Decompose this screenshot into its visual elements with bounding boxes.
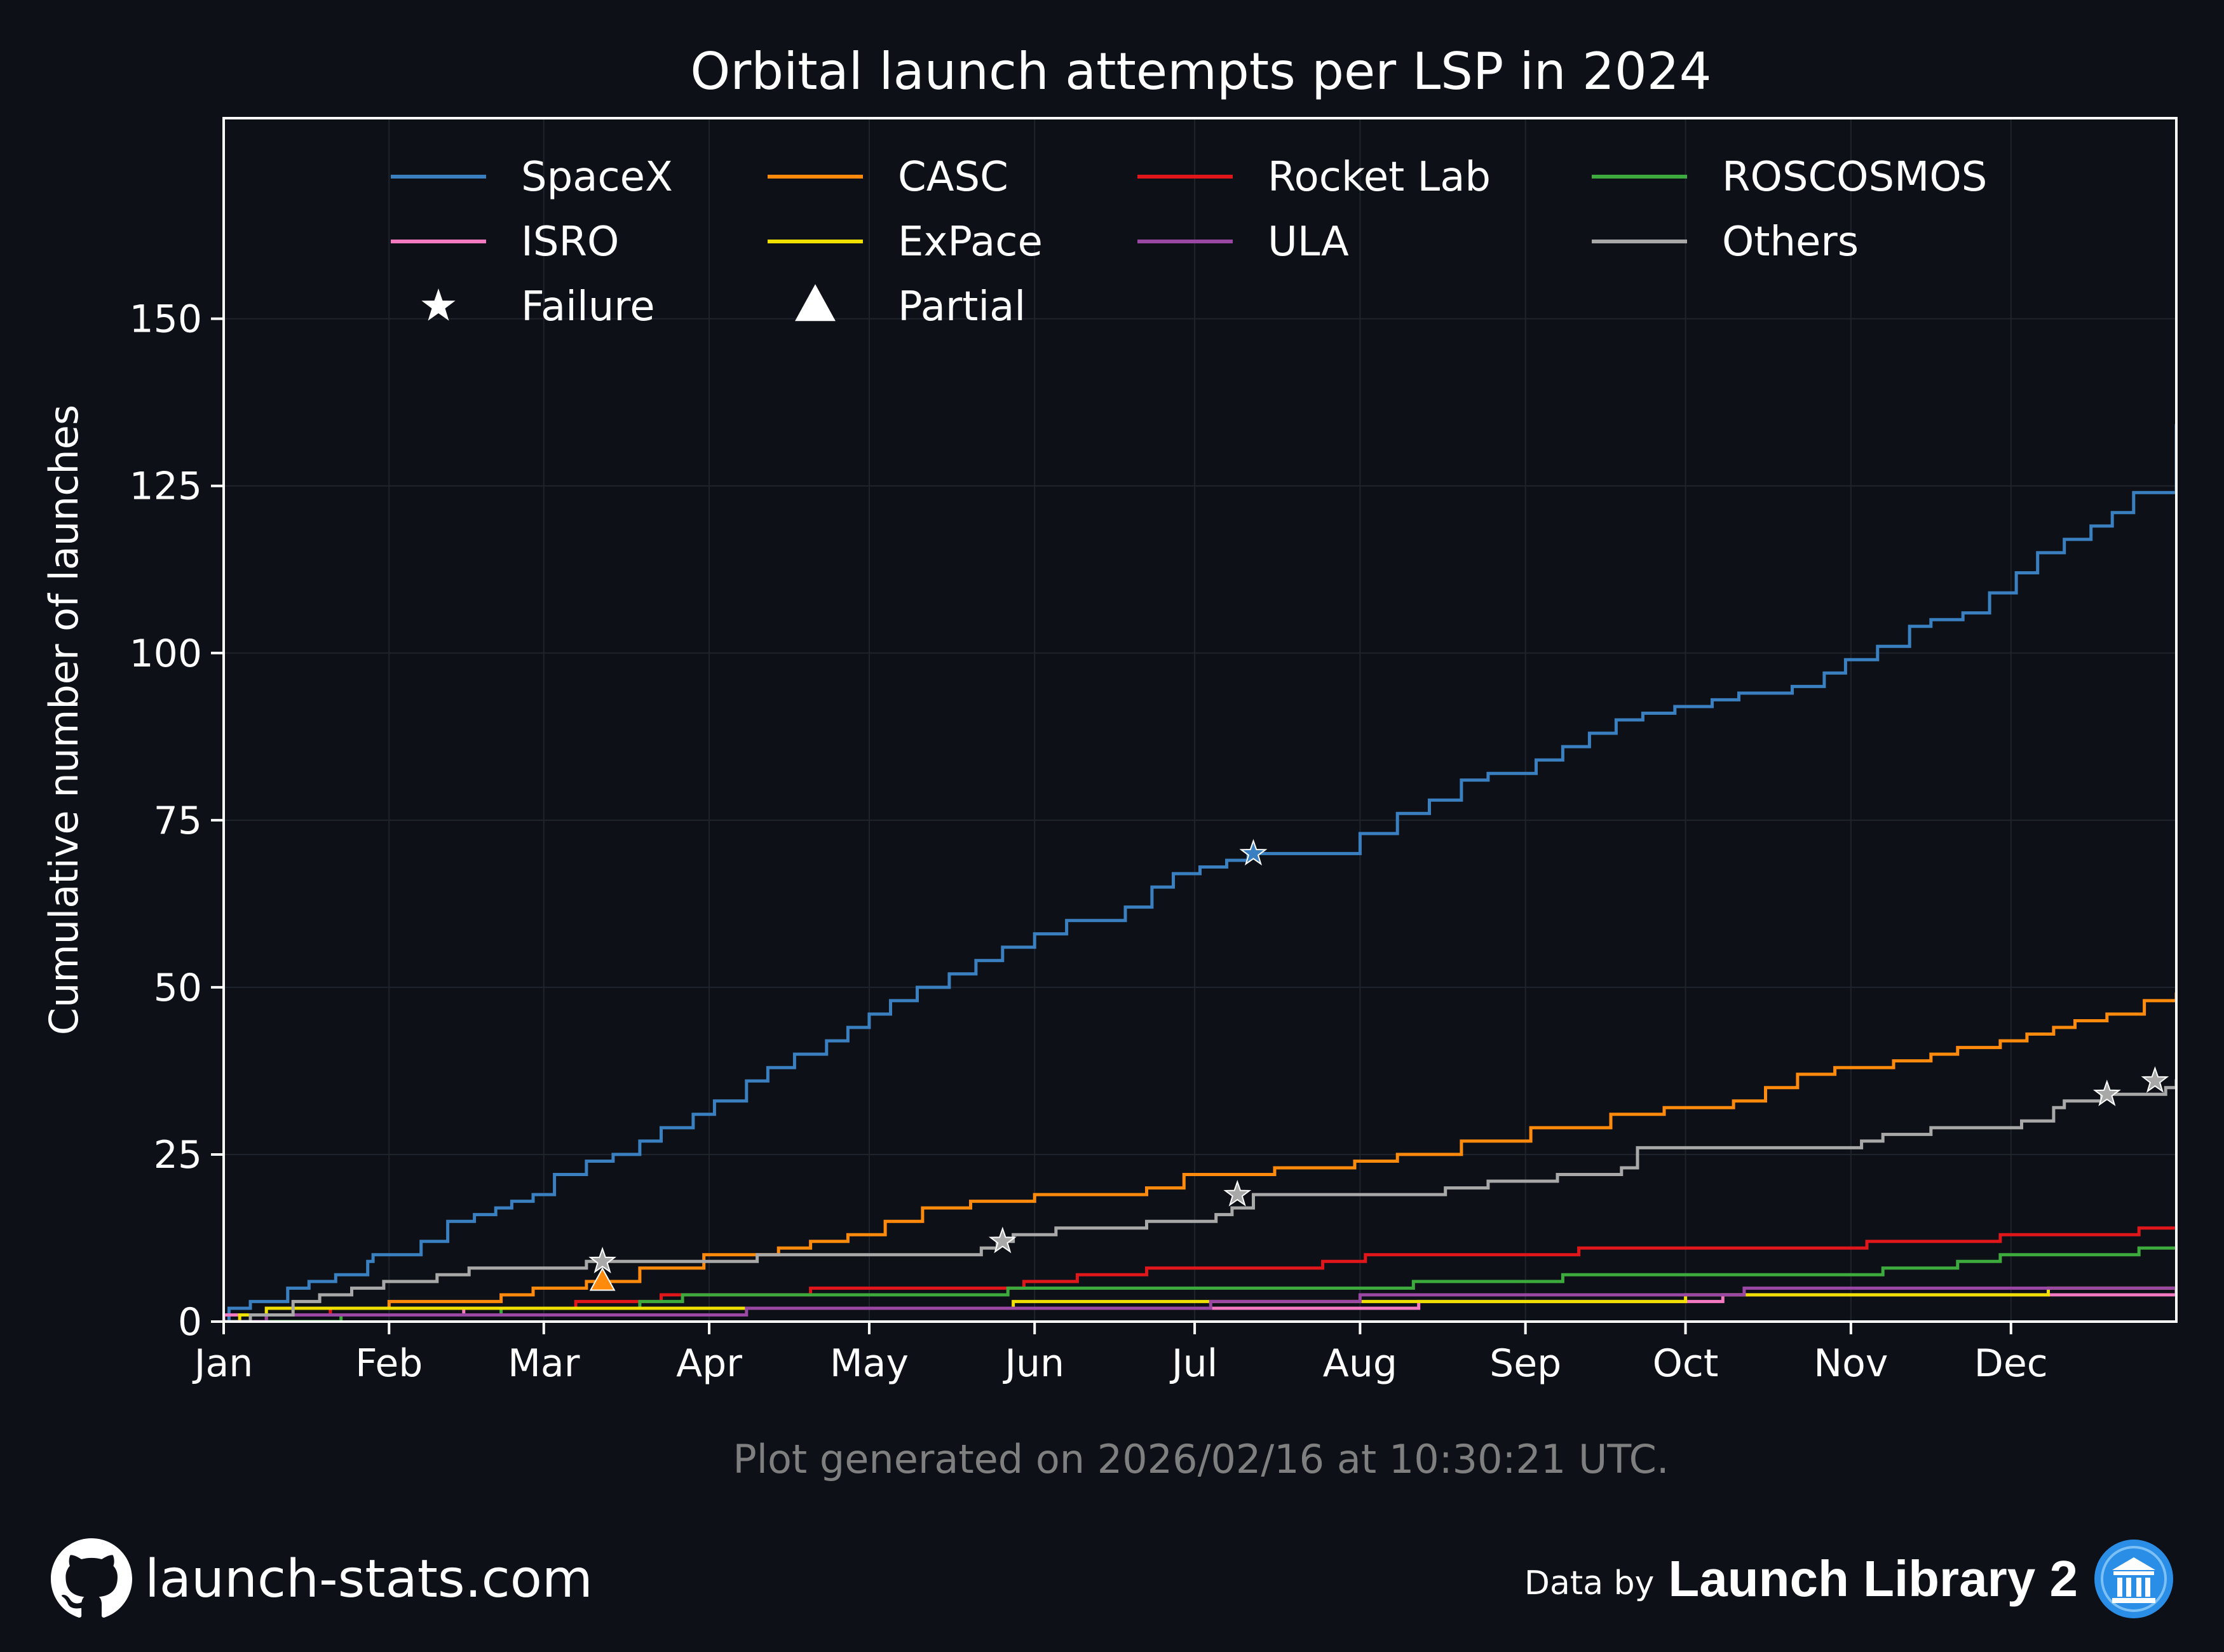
grid-lines [223, 118, 2176, 1322]
legend: SpaceX CASC Rocket Lab ROSCOSMOS ISRO ExPace U… [391, 154, 1987, 330]
series-lines [224, 424, 2176, 1322]
site-credit[interactable]: launch-stats.com [51, 1538, 593, 1620]
y-tick-label: 150 [129, 297, 202, 342]
x-tick-label: May [830, 1341, 909, 1386]
event-markers [588, 839, 2169, 1291]
library-building-icon [2094, 1540, 2173, 1618]
plot-frame [222, 117, 2178, 1323]
x-tick-label: Dec [1974, 1341, 2048, 1386]
legend-label-expace: ExPace [898, 219, 1043, 266]
legend-label-failure: Failure [521, 283, 655, 330]
series-line-others [224, 1079, 2176, 1322]
partial-marker [589, 1267, 616, 1291]
data-credit[interactable]: Data by Launch Library 2 [1524, 1538, 2174, 1620]
legend-label-ula: ULA [1268, 219, 1349, 266]
series-line-expace [224, 1286, 2176, 1322]
x-tick-label: Jul [1169, 1341, 1217, 1386]
x-tick-label: Oct [1653, 1341, 1719, 1386]
legend-label-others: Others [1722, 219, 1859, 266]
site-url[interactable]: launch-stats.com [145, 1548, 593, 1609]
failure-marker [2092, 1080, 2121, 1106]
library-name[interactable]: Launch Library 2 [1668, 1550, 2078, 1607]
legend-label-rocketlab: Rocket Lab [1268, 154, 1491, 201]
x-tick-label: Sep [1489, 1341, 1561, 1386]
y-tick-label: 75 [154, 799, 202, 843]
y-tick-label: 100 [129, 632, 202, 676]
plot-generated-note: Plot generated on 2026/02/16 at 10:30:21… [733, 1436, 1669, 1482]
x-tick-label: Jun [1002, 1341, 1064, 1386]
x-tick-label: Jan [192, 1341, 254, 1386]
series-line-spacex [224, 424, 2176, 1322]
chart-title: Orbital launch attempts per LSP in 2024 [690, 42, 1711, 101]
series-line-ula [224, 1286, 2176, 1322]
y-axis-label: Cumulative number of launches [41, 405, 87, 1035]
x-tick-label: Aug [1323, 1341, 1397, 1386]
star-icon [421, 288, 456, 321]
y-tick-label: 50 [154, 966, 202, 1010]
legend-label-casc: CASC [898, 154, 1008, 201]
x-tick-label: Feb [355, 1341, 423, 1386]
y-tick-label: 125 [129, 464, 202, 509]
github-icon [51, 1538, 132, 1618]
x-tick-label: Apr [676, 1341, 742, 1386]
legend-label-roscosmos: ROSCOSMOS [1722, 154, 1987, 201]
triangle-icon [795, 284, 836, 322]
failure-marker [588, 1247, 616, 1273]
failure-marker [988, 1226, 1017, 1254]
legend-label-isro: ISRO [521, 219, 619, 266]
legend-label-partial: Partial [898, 283, 1026, 330]
x-tick-label: Nov [1814, 1341, 1888, 1386]
y-tick-label: 0 [178, 1300, 202, 1344]
failure-marker [1223, 1180, 1252, 1207]
series-line-isro [224, 1286, 2176, 1322]
axes: 0 25 50 75 100 125 150 Jan Feb Mar Apr May Jun Jul Aug… [129, 297, 2047, 1386]
failure-marker [2141, 1066, 2169, 1093]
series-line-roscosmos [224, 1246, 2176, 1322]
data-by-label: Data by [1524, 1564, 1655, 1602]
y-tick-label: 25 [154, 1133, 202, 1177]
series-line-casc [224, 992, 2176, 1322]
failure-marker [1239, 839, 1268, 866]
legend-label-spacex: SpaceX [521, 154, 673, 201]
x-tick-label: Mar [508, 1341, 580, 1386]
